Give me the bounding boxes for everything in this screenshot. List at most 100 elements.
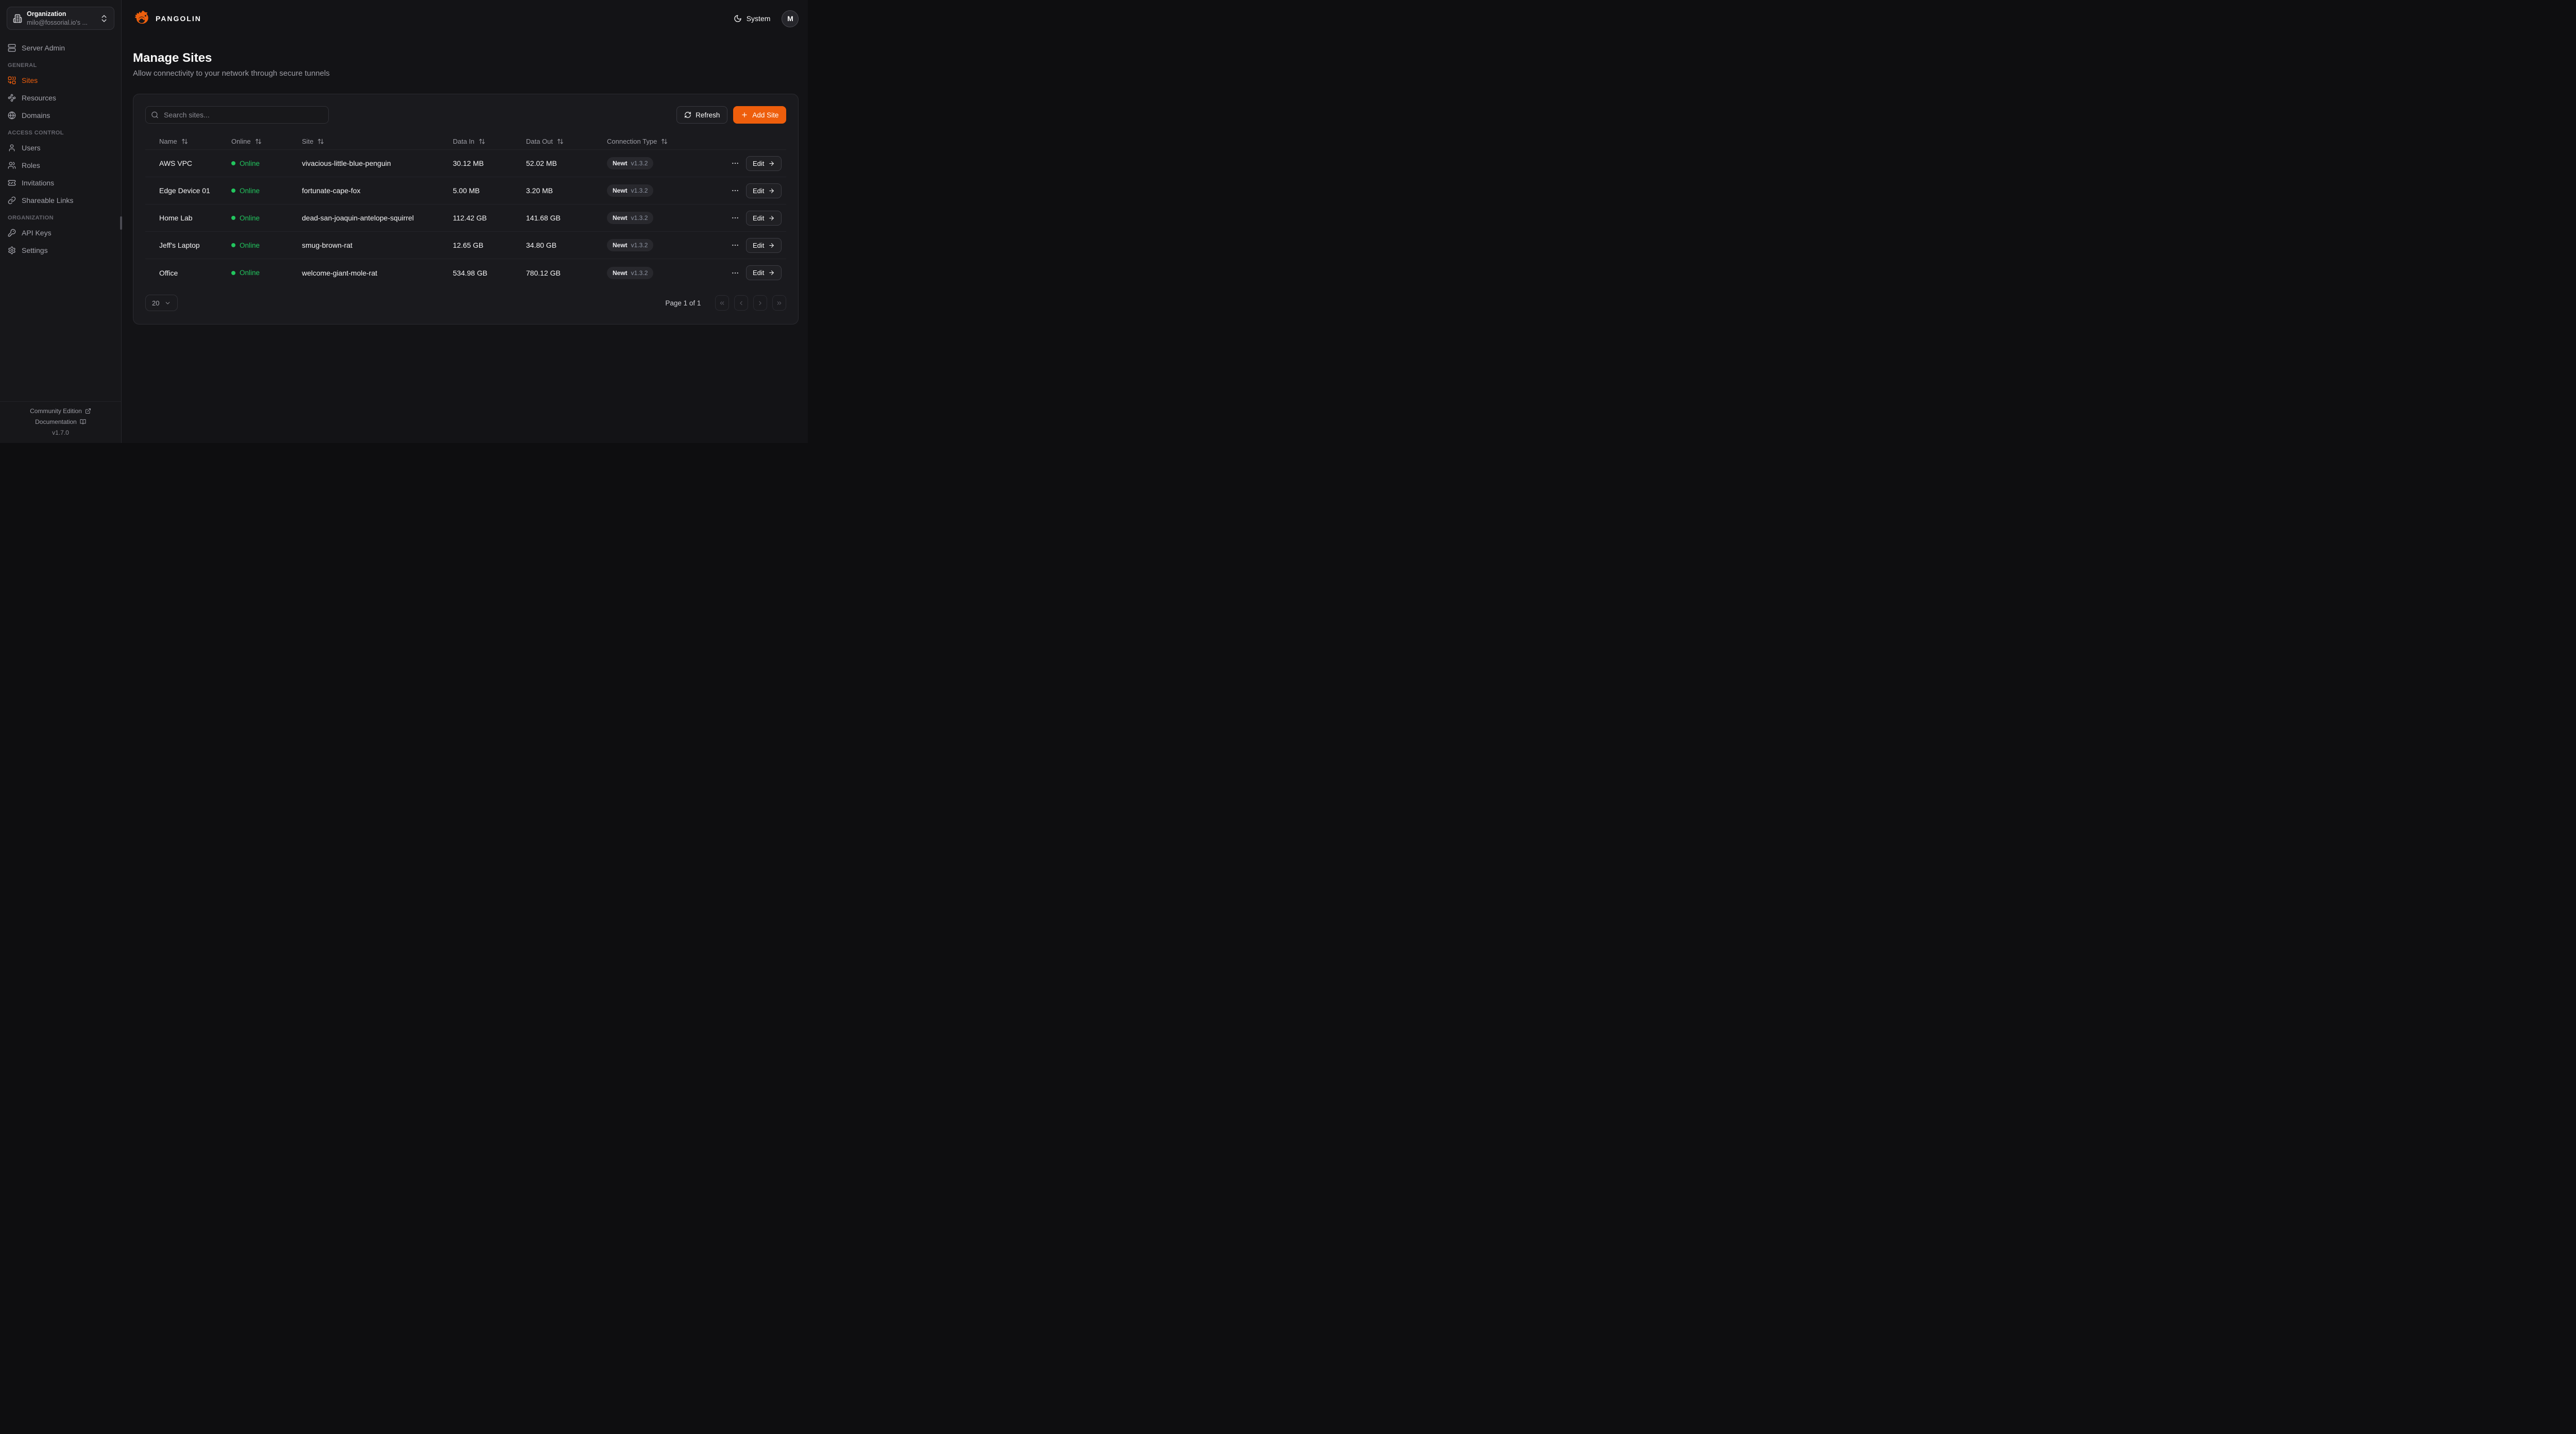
org-picker[interactable]: Organization milo@fossorial.io's ...: [7, 7, 114, 30]
connection-type-badge: Newt v1.3.2: [607, 184, 654, 197]
community-edition-link[interactable]: Community Edition: [5, 407, 116, 415]
server-icon: [8, 44, 16, 52]
sidebar-footer: Community Edition Documentation v1.7.0: [0, 401, 121, 443]
site-name-cell: AWS VPC: [159, 159, 193, 167]
next-page-button[interactable]: [753, 295, 768, 311]
documentation-link[interactable]: Documentation: [5, 418, 116, 425]
connection-type-cell: Newt v1.3.2: [607, 184, 731, 197]
data-out-cell: 52.02 MB: [526, 159, 557, 167]
site-tunnel-cell: dead-san-joaquin-antelope-squirrel: [302, 214, 414, 222]
connection-type-cell: Newt v1.3.2: [607, 266, 731, 279]
status-label: Online: [240, 241, 260, 249]
online-dot-icon: [231, 161, 235, 165]
ticket-check-icon: [8, 180, 16, 185]
sidebar-item-label: Resources: [22, 93, 56, 102]
sort-icon: [662, 139, 668, 144]
sidebar-item-label: Roles: [22, 161, 40, 169]
sidebar-item-api-keys[interactable]: API Keys: [7, 227, 114, 238]
row-menu-button[interactable]: [731, 186, 739, 195]
sidebar-item-label: Sites: [22, 76, 38, 84]
online-dot-icon: [231, 270, 235, 275]
arrow-right-icon: [769, 161, 774, 166]
edit-button[interactable]: Edit: [746, 183, 782, 198]
sidebar-item-label: Domains: [22, 111, 50, 120]
row-menu-button[interactable]: [731, 159, 739, 167]
sidebar: Organization milo@fossorial.io's ... Ser…: [0, 0, 122, 443]
nav-section-title: ACCESS CONTROL: [8, 130, 64, 136]
previous-page-button[interactable]: [734, 295, 749, 311]
sidebar-item-sites[interactable]: Sites: [7, 74, 114, 86]
edit-button[interactable]: Edit: [746, 265, 782, 280]
sidebar-item-roles[interactable]: Roles: [7, 159, 114, 171]
sidebar-item-label: Users: [22, 143, 41, 152]
row-actions: Edit: [731, 265, 786, 280]
first-page-button[interactable]: [715, 295, 730, 311]
sidebar-item-label: API Keys: [22, 228, 52, 237]
ellipsis-icon: [732, 162, 738, 164]
documentation-label: Documentation: [35, 418, 77, 425]
edit-button[interactable]: Edit: [746, 156, 782, 171]
users-icon: [8, 161, 16, 169]
sidebar-item-users[interactable]: Users: [7, 142, 114, 153]
sidebar-nav: Server Admin GENERAL Sites Resources Domains…: [0, 37, 121, 401]
site-tunnel-cell: smug-brown-rat: [302, 241, 353, 249]
refresh-button[interactable]: Refresh: [676, 106, 728, 124]
data-out-cell: 34.80 GB: [526, 241, 557, 249]
arrow-right-icon: [769, 270, 774, 275]
theme-toggle[interactable]: System: [734, 14, 771, 23]
key-icon: [8, 229, 16, 236]
sort-icon: [181, 139, 188, 144]
sidebar-item-invitations[interactable]: Invitations: [7, 177, 114, 189]
search-input[interactable]: [145, 106, 329, 124]
column-header-connection-type[interactable]: Connection Type: [607, 138, 731, 145]
row-actions: Edit: [731, 210, 786, 226]
sidebar-resize-handle[interactable]: [120, 216, 122, 230]
column-header-data-in[interactable]: Data In: [453, 138, 526, 145]
table-header-row: Name Online Site Data In Data Out Connection …: [145, 133, 787, 150]
page-subtitle: Allow connectivity to your network throu…: [133, 69, 330, 78]
avatar[interactable]: M: [782, 10, 799, 27]
ellipsis-icon: [732, 244, 738, 246]
data-out-cell: 3.20 MB: [526, 186, 553, 195]
sidebar-item-shareable-links[interactable]: Shareable Links: [7, 194, 114, 206]
column-header-name[interactable]: Name: [159, 138, 231, 145]
row-actions: Edit: [731, 183, 786, 198]
page-size-select[interactable]: 20: [145, 295, 178, 311]
edit-button[interactable]: Edit: [746, 237, 782, 253]
sidebar-item-domains[interactable]: Domains: [7, 109, 114, 121]
row-actions: Edit: [731, 156, 786, 171]
theme-label: System: [746, 14, 771, 23]
brand-name: PANGOLIN: [156, 14, 201, 23]
online-dot-icon: [231, 216, 235, 220]
add-site-button[interactable]: Add Site: [733, 106, 787, 124]
ellipsis-icon: [732, 272, 738, 274]
edit-button[interactable]: Edit: [746, 210, 782, 226]
last-page-button[interactable]: [772, 295, 787, 311]
table-row: Edge Device 01 Online fortunate-cape-fox 5.…: [145, 177, 787, 204]
site-tunnel-cell: vivacious-little-blue-penguin: [302, 159, 391, 167]
table-row: Office Online welcome-giant-mole-rat 534.98…: [145, 259, 786, 286]
row-actions: Edit: [731, 237, 786, 253]
status-cell: Online: [231, 269, 302, 277]
row-menu-button[interactable]: [731, 269, 739, 277]
nav-section-title: GENERAL: [8, 62, 37, 69]
sidebar-item-resources[interactable]: Resources: [7, 92, 114, 104]
page-status: Page 1 of 1: [665, 299, 701, 307]
sidebar-item-settings[interactable]: Settings: [7, 244, 114, 256]
site-name-cell: Jeff's Laptop: [159, 241, 200, 249]
row-menu-button[interactable]: [731, 241, 739, 249]
app-window: Organization milo@fossorial.io's ... Ser…: [0, 0, 808, 443]
connection-type-badge: Newt v1.3.2: [607, 266, 654, 279]
sidebar-item-server-admin[interactable]: Server Admin: [7, 42, 114, 54]
page-title: Manage Sites: [133, 51, 212, 65]
row-menu-button[interactable]: [731, 214, 739, 222]
org-picker-value: milo@fossorial.io's ...: [27, 19, 88, 26]
org-picker-label: Organization: [27, 10, 66, 18]
column-header-data-out[interactable]: Data Out: [526, 138, 607, 145]
sidebar-item-label: Server Admin: [22, 43, 65, 52]
main-content: PANGOLIN System M Manage Sites Allow con…: [122, 0, 808, 443]
brand-logo[interactable]: PANGOLIN: [133, 9, 201, 28]
column-header-site[interactable]: Site: [302, 138, 453, 145]
table-row: Home Lab Online dead-san-joaquin-antelope-…: [145, 204, 787, 232]
column-header-online[interactable]: Online: [231, 138, 302, 145]
